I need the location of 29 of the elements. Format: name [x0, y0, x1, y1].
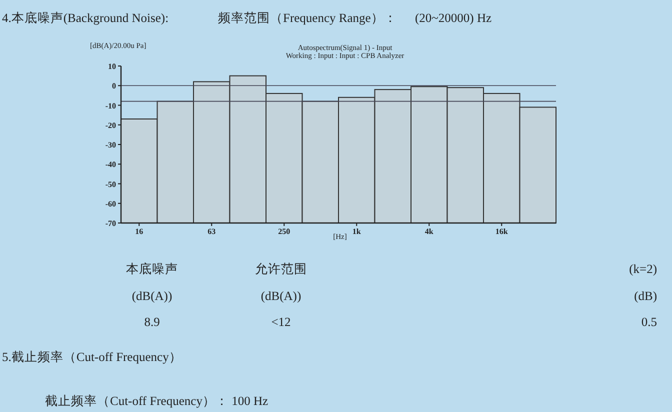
y-tick-label: 10: [108, 62, 116, 71]
text: 4.本底噪声(Background Noise):: [2, 11, 169, 25]
x-tick-label: 1k: [352, 227, 362, 236]
y-tick-label: -70: [105, 219, 116, 228]
y-tick-label: -40: [105, 160, 116, 170]
x-tick-label: 16k: [495, 227, 508, 236]
text: 频率范围（Frequency Range）：: [218, 10, 397, 25]
text: 8.9: [144, 315, 160, 329]
text: 本底噪声: [126, 262, 178, 276]
text: (dB(A)): [132, 289, 172, 303]
text: 5.截止频率（Cut-off Frequency）: [2, 349, 182, 364]
x-tick-label: 16: [135, 227, 144, 236]
y-tick-label: -60: [105, 199, 116, 208]
x-tick-label: 250: [278, 227, 290, 236]
text: (dB): [634, 289, 657, 303]
text: (k=2): [629, 262, 657, 276]
y-tick-label: -10: [105, 101, 116, 110]
x-tick-label: 63: [208, 227, 216, 236]
text: 允许范围: [255, 262, 307, 276]
y-tick-label: -20: [105, 120, 116, 130]
text: (20~20000) Hz: [415, 11, 492, 25]
text: 截止频率（Cut-off Frequency）： 100 Hz: [45, 393, 268, 408]
y-tick-label: 0: [112, 82, 116, 91]
text: (dB(A)): [260, 289, 302, 303]
text: 0.5: [641, 315, 657, 329]
y-tick-label: -50: [105, 180, 116, 189]
text: <12: [271, 315, 291, 329]
x-tick-label: 4k: [424, 227, 434, 236]
y-tick-label: -30: [105, 140, 116, 150]
